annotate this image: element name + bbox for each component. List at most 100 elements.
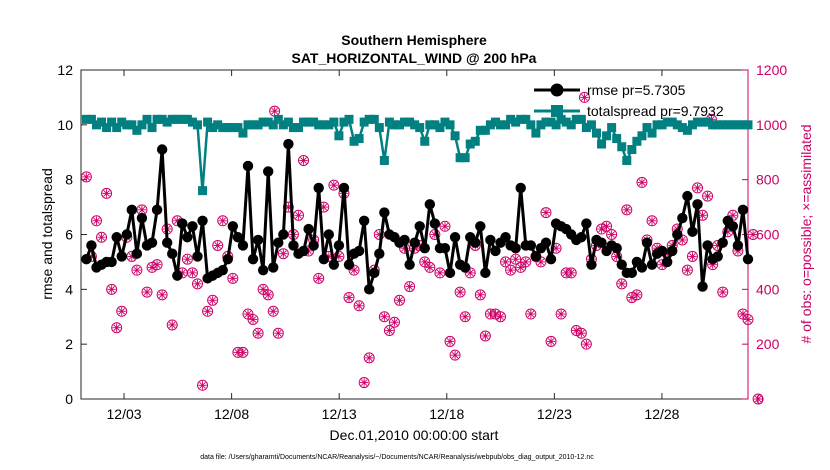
x-tick-label: 12/23 bbox=[537, 406, 572, 422]
rmse-point bbox=[586, 259, 597, 270]
rmse-point bbox=[172, 270, 183, 281]
obs-assimilated-cross bbox=[219, 217, 227, 225]
totalspread-point bbox=[511, 117, 521, 127]
x-tick-label: 12/03 bbox=[107, 406, 142, 422]
totalspread-point bbox=[162, 117, 172, 127]
obs-marker bbox=[702, 190, 714, 202]
obs-assimilated-cross bbox=[628, 294, 636, 301]
totalspread-point bbox=[652, 120, 662, 130]
rmse-point bbox=[187, 221, 198, 232]
obs-assimilated-cross bbox=[598, 225, 605, 233]
totalspread-point bbox=[738, 120, 748, 130]
rmse-point bbox=[439, 243, 451, 254]
obs-marker bbox=[636, 176, 648, 188]
totalspread-point bbox=[405, 117, 415, 127]
y-right-tick-label: 200 bbox=[756, 336, 780, 352]
totalspread-point bbox=[379, 155, 389, 165]
obs-possible-circle bbox=[151, 259, 163, 271]
obs-marker bbox=[298, 154, 310, 166]
obs-possible-circle bbox=[449, 349, 461, 361]
obs-assimilated-cross bbox=[194, 280, 201, 288]
obs-possible-circle bbox=[580, 338, 592, 350]
legend: rmse pr=5.7305 totalspread pr=9.7932 bbox=[534, 82, 724, 119]
obs-marker bbox=[555, 308, 567, 320]
obs-marker bbox=[747, 229, 759, 240]
obs-assimilated-cross bbox=[446, 338, 454, 345]
rmse-point bbox=[222, 253, 233, 265]
totalspread-point bbox=[228, 123, 238, 133]
obs-assimilated-cross bbox=[603, 222, 610, 230]
obs-possible-circle bbox=[293, 209, 305, 221]
totalspread-point bbox=[475, 125, 485, 135]
legend-rmse-label: rmse pr=5.7305 bbox=[587, 82, 686, 98]
obs-marker bbox=[616, 278, 628, 290]
rmse-point bbox=[470, 237, 481, 248]
obs-assimilated-cross bbox=[229, 275, 237, 282]
rmse-point bbox=[161, 237, 173, 248]
obs-assimilated-cross bbox=[386, 327, 393, 334]
totalspread-point bbox=[531, 128, 541, 138]
totalspread-point bbox=[182, 114, 192, 124]
obs-assimilated-cross bbox=[441, 222, 449, 230]
obs-assimilated-cross bbox=[704, 192, 711, 200]
obs-marker bbox=[156, 289, 168, 301]
totalspread-point bbox=[400, 117, 410, 127]
obs-assimilated-cross bbox=[320, 203, 328, 211]
rmse-point bbox=[581, 218, 592, 229]
rmse-point bbox=[611, 243, 622, 254]
totalspread-point bbox=[81, 114, 91, 124]
obs-possible-circle bbox=[313, 272, 325, 284]
data-file-footnote: data file: /Users/gharamti/Documents/NCA… bbox=[200, 454, 594, 461]
totalspread-point bbox=[566, 120, 576, 130]
totalspread-point bbox=[430, 120, 440, 130]
obs-assimilated-cross bbox=[638, 179, 646, 186]
totalspread-point bbox=[561, 117, 571, 127]
obs-assimilated-cross bbox=[355, 302, 363, 310]
obs-marker bbox=[540, 207, 552, 219]
totalspread-point bbox=[107, 117, 117, 127]
obs-assimilated-cross bbox=[214, 242, 221, 249]
obs-possible-circle bbox=[247, 313, 259, 325]
obs-assimilated-cross bbox=[436, 269, 444, 277]
obs-possible-circle bbox=[681, 264, 693, 276]
y-axis-left: 0 2 4 6 8 10 12 bbox=[57, 62, 87, 407]
obs-assimilated-cross bbox=[502, 258, 509, 266]
obs-marker bbox=[80, 171, 92, 183]
totalspread-point bbox=[450, 131, 460, 141]
totalspread-point bbox=[86, 114, 96, 124]
obs-possible-circle bbox=[646, 215, 658, 227]
obs-assimilated-cross bbox=[542, 209, 550, 216]
obs-marker bbox=[474, 289, 486, 301]
y-axis-right-label: # of obs: o=possible; ×=assimilated bbox=[798, 124, 814, 343]
totalspread-point bbox=[496, 120, 506, 130]
rmse-point bbox=[262, 166, 274, 177]
obs-assimilated-cross bbox=[381, 313, 388, 321]
obs-assimilated-cross bbox=[426, 264, 434, 271]
rmse-point bbox=[278, 229, 289, 240]
totalspread-point bbox=[248, 120, 258, 130]
totalspread-point bbox=[637, 131, 647, 141]
totalspread-point bbox=[506, 114, 516, 124]
rmse-point bbox=[242, 160, 254, 172]
obs-marker bbox=[106, 283, 118, 295]
obs-possible-circle bbox=[191, 278, 203, 290]
totalspread-point bbox=[359, 117, 369, 127]
obs-marker bbox=[510, 253, 522, 265]
obs-possible-circle bbox=[282, 201, 294, 213]
rmse-point bbox=[338, 182, 350, 194]
obs-marker bbox=[101, 187, 113, 199]
totalspread-point bbox=[278, 120, 288, 130]
obs-possible-circle bbox=[747, 229, 759, 240]
totalspread-point bbox=[617, 142, 627, 152]
rmse-point bbox=[540, 237, 552, 248]
totalspread-point bbox=[369, 114, 379, 124]
obs-possible-circle bbox=[272, 327, 284, 339]
y-left-tick-label: 0 bbox=[65, 391, 73, 407]
totalspread-point bbox=[263, 117, 273, 127]
rmse-series bbox=[81, 138, 754, 295]
rmse-point bbox=[343, 259, 355, 270]
totalspread-point bbox=[556, 114, 566, 124]
rmse-point bbox=[156, 144, 168, 155]
totalspread-point bbox=[460, 153, 470, 163]
obs-possible-circle bbox=[237, 346, 249, 358]
